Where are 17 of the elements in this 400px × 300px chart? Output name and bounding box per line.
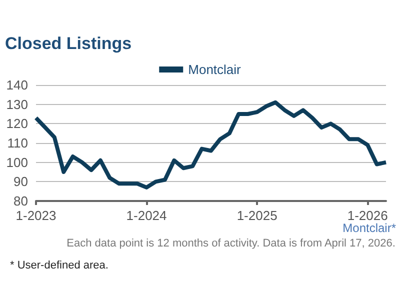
y-tick-label: 90: [14, 174, 28, 190]
line-series: [34, 100, 388, 190]
y-tick-label: 130: [6, 96, 28, 112]
x-tick-label: 1-2026: [347, 208, 388, 223]
y-tick-label: 140: [6, 78, 28, 92]
text: Montclair*: [342, 221, 396, 235]
x-tick-label: 1-2025: [236, 208, 278, 223]
y-tick-label: 120: [6, 116, 28, 132]
y-tick-label: 100: [6, 154, 28, 170]
x-tick-label: 1-2023: [16, 208, 56, 223]
y-tick-label: 80: [14, 194, 28, 208]
y-tick-label: 110: [7, 136, 28, 150]
legend-label: Montclair: [188, 62, 242, 77]
text: Each data point is 12 months of activity. Data is from April 17, 2026.: [66, 238, 396, 250]
x-tick-label: 1-2024: [126, 208, 167, 223]
text: * User-defined area.: [10, 260, 108, 272]
chart-title: Closed Listings: [5, 34, 132, 53]
